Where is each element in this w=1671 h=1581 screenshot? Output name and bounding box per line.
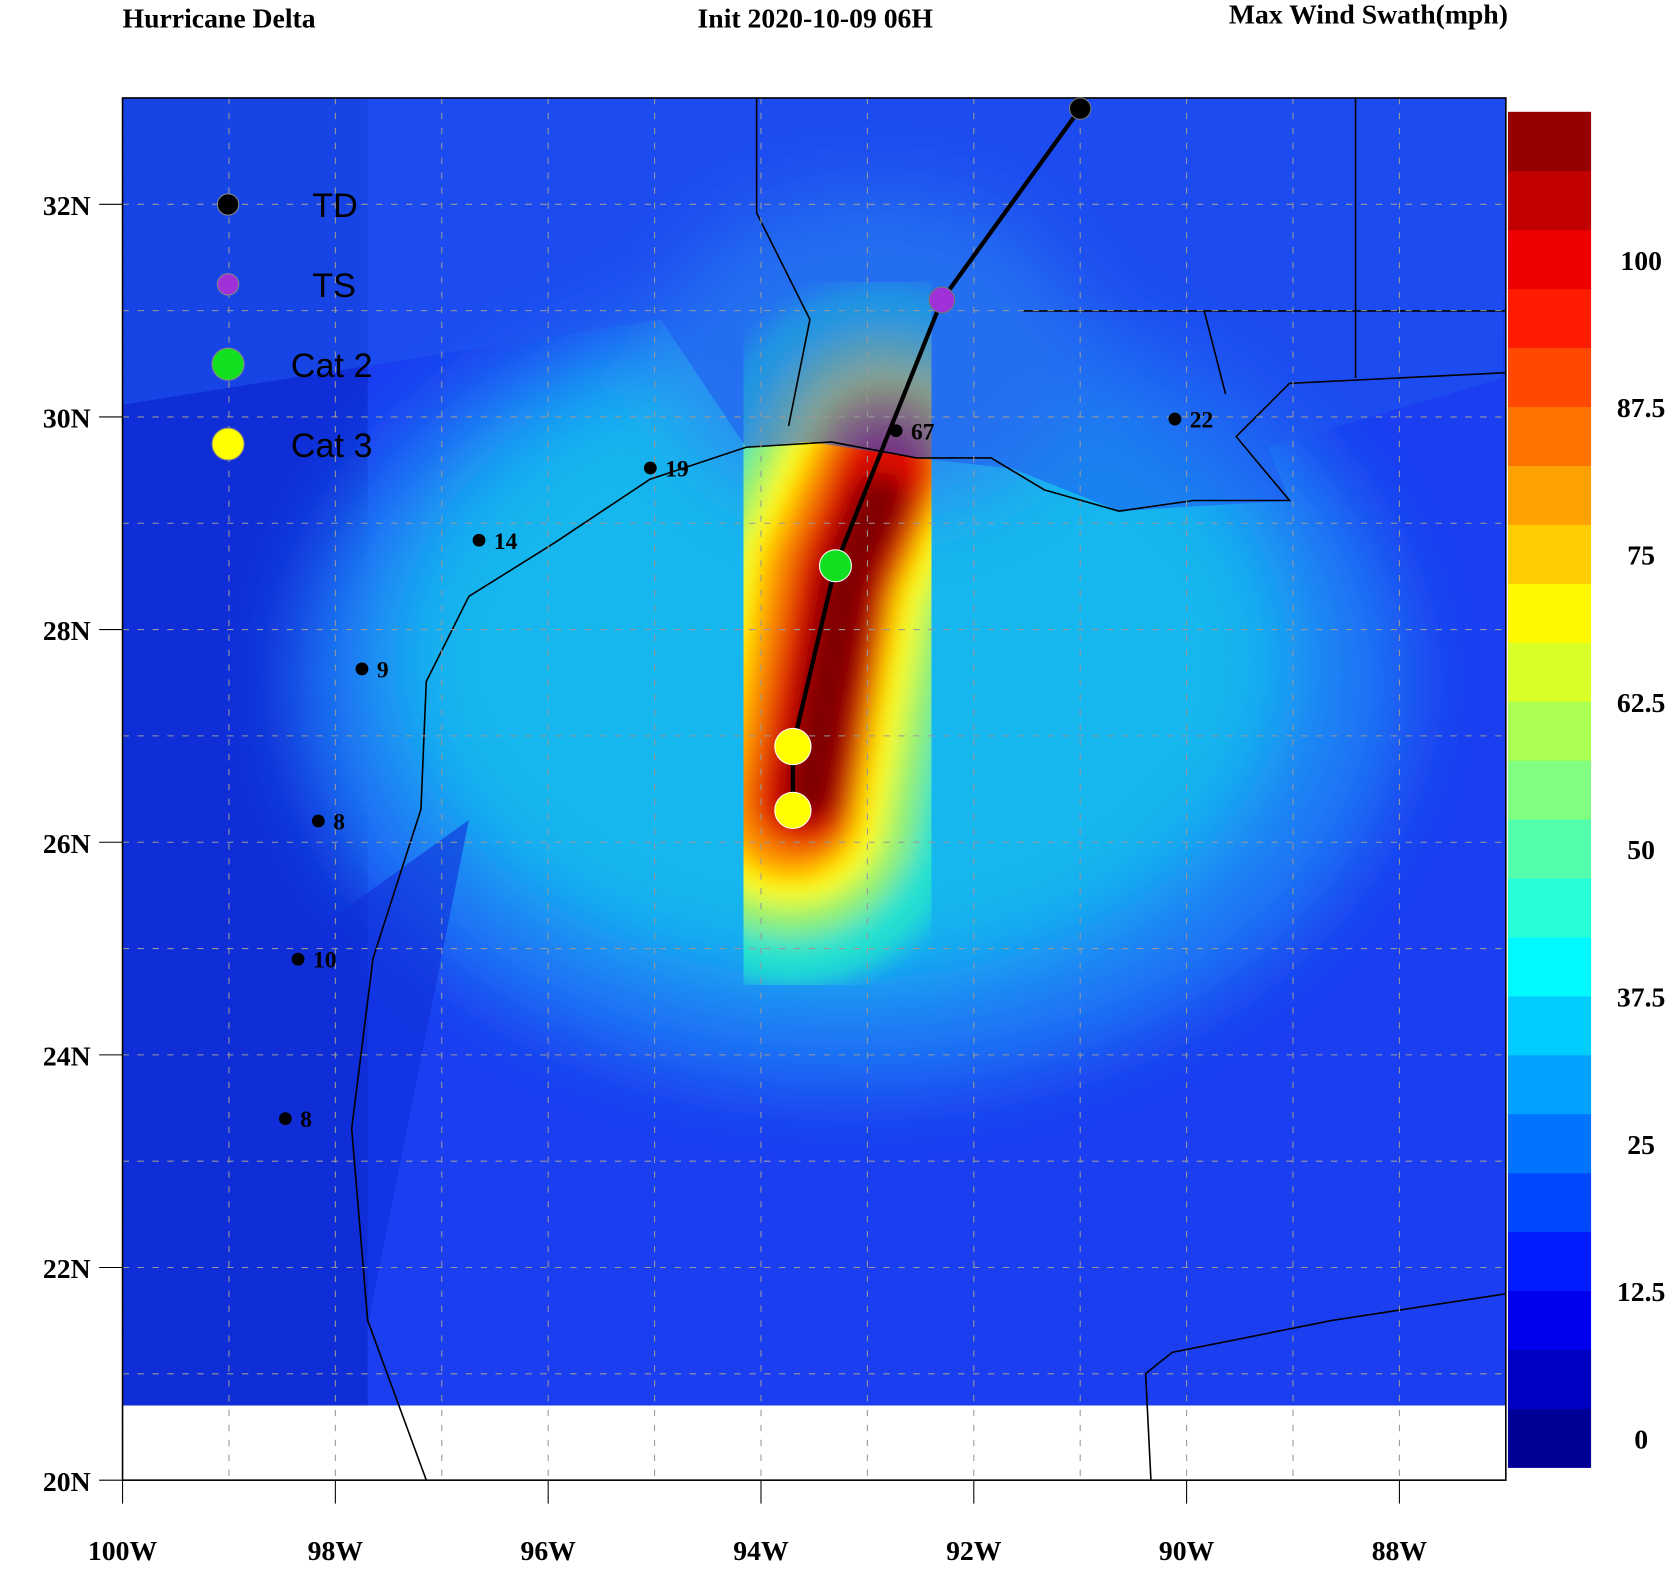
colorbar-label: 75 [1627, 540, 1655, 571]
colorbar-segment [1507, 524, 1592, 584]
lon-label: 92W [946, 1535, 1002, 1566]
title-right: Max Wind Swath(mph) [1229, 0, 1508, 29]
colorbar-label: 50 [1627, 834, 1655, 865]
legend-marker [211, 427, 245, 461]
colorbar-segment [1507, 760, 1592, 820]
station-value: 67 [911, 419, 935, 445]
station-value: 10 [313, 948, 336, 974]
colorbar-label: 25 [1627, 1129, 1655, 1160]
station-dot [1168, 412, 1182, 426]
colorbar-segment [1507, 936, 1592, 997]
station-dot [278, 1112, 292, 1126]
coastlines [350, 97, 1506, 1481]
legend-label: TS [312, 267, 356, 305]
lon-label: 94W [733, 1535, 789, 1566]
colorbar-label: 62.5 [1617, 687, 1665, 718]
lat-label: 20N [43, 1466, 91, 1497]
station-value: 8 [333, 809, 345, 835]
colorbar-segment [1507, 819, 1592, 879]
colorbar-segment [1507, 583, 1592, 643]
lon-label: 98W [308, 1535, 364, 1566]
lat-label: 22N [43, 1253, 91, 1284]
legend-label: TD [312, 187, 357, 225]
lat-label: 32N [43, 190, 91, 221]
colorbar-segment [1507, 406, 1592, 466]
lon-label: 100W [88, 1535, 158, 1566]
colorbar-segment [1507, 1113, 1592, 1174]
legend-marker [216, 273, 240, 296]
station-value: 22 [1190, 408, 1213, 434]
legend-marker [211, 347, 245, 381]
track-point [774, 727, 812, 766]
colorbar-segment [1507, 995, 1592, 1056]
legend: TD TS Cat 2 Cat 3 [211, 187, 372, 465]
track-point [1069, 97, 1092, 120]
station-dot [889, 424, 903, 438]
colorbar-segment [1507, 642, 1592, 702]
colorbar-segment [1507, 347, 1592, 408]
colorbar-segment [1507, 1290, 1592, 1351]
title-left: Hurricane Delta [123, 3, 316, 34]
colorbar-segment [1507, 1408, 1592, 1468]
track-point [818, 549, 852, 583]
lat-label: 28N [43, 615, 91, 646]
colorbar-segment [1507, 1231, 1592, 1292]
colorbar-label: 0 [1634, 1424, 1648, 1455]
colorbar-segment [1507, 1054, 1592, 1115]
lat-label: 24N [43, 1041, 91, 1072]
station-dot [291, 952, 305, 966]
lon-label: 96W [520, 1535, 576, 1566]
colorbar-label: 87.5 [1617, 392, 1665, 423]
colorbar-segment [1507, 229, 1592, 290]
track [774, 97, 1092, 829]
colorbar-segment [1507, 1349, 1592, 1409]
legend-label: Cat 3 [291, 427, 372, 465]
station-value: 9 [377, 657, 389, 683]
lon-label: 90W [1159, 1535, 1215, 1566]
graticule: 20N 22N 24N 26N 28N 30N 32N 100W 98W 96W 94W 92W 90W… [43, 97, 1506, 1566]
station-dot [311, 814, 325, 828]
station-value: 19 [665, 456, 688, 482]
colorbar-label: 100 [1620, 245, 1662, 276]
colorbar: 0 12.5 25 37.5 50 62.5 75 87.5 100 [1507, 111, 1665, 1468]
station-value: 14 [494, 529, 518, 555]
station-dot [472, 533, 486, 547]
lat-label: 26N [43, 828, 91, 859]
station-dot [643, 461, 657, 475]
colorbar-segment [1507, 465, 1592, 525]
legend-marker [216, 193, 240, 216]
legend-label: Cat 2 [291, 347, 372, 385]
colorbar-segment [1507, 701, 1592, 761]
lon-label: 88W [1372, 1535, 1428, 1566]
track-point [774, 791, 812, 829]
colorbar-segment [1507, 111, 1592, 172]
colorbar-segment [1507, 1172, 1592, 1233]
title-center: Init 2020-10-09 06H [698, 3, 934, 34]
stations: 67 22 19 14 9 8 10 8 [278, 408, 1213, 1133]
colorbar-segment [1507, 288, 1592, 349]
map-frame [121, 97, 1507, 1481]
lat-label: 30N [43, 403, 91, 434]
station-dot [355, 662, 369, 676]
colorbar-segment [1507, 170, 1592, 231]
track-point [928, 286, 956, 314]
colorbar-label: 37.5 [1617, 982, 1665, 1013]
station-value: 8 [300, 1107, 312, 1133]
colorbar-segment [1507, 878, 1592, 938]
colorbar-label: 12.5 [1617, 1276, 1665, 1307]
